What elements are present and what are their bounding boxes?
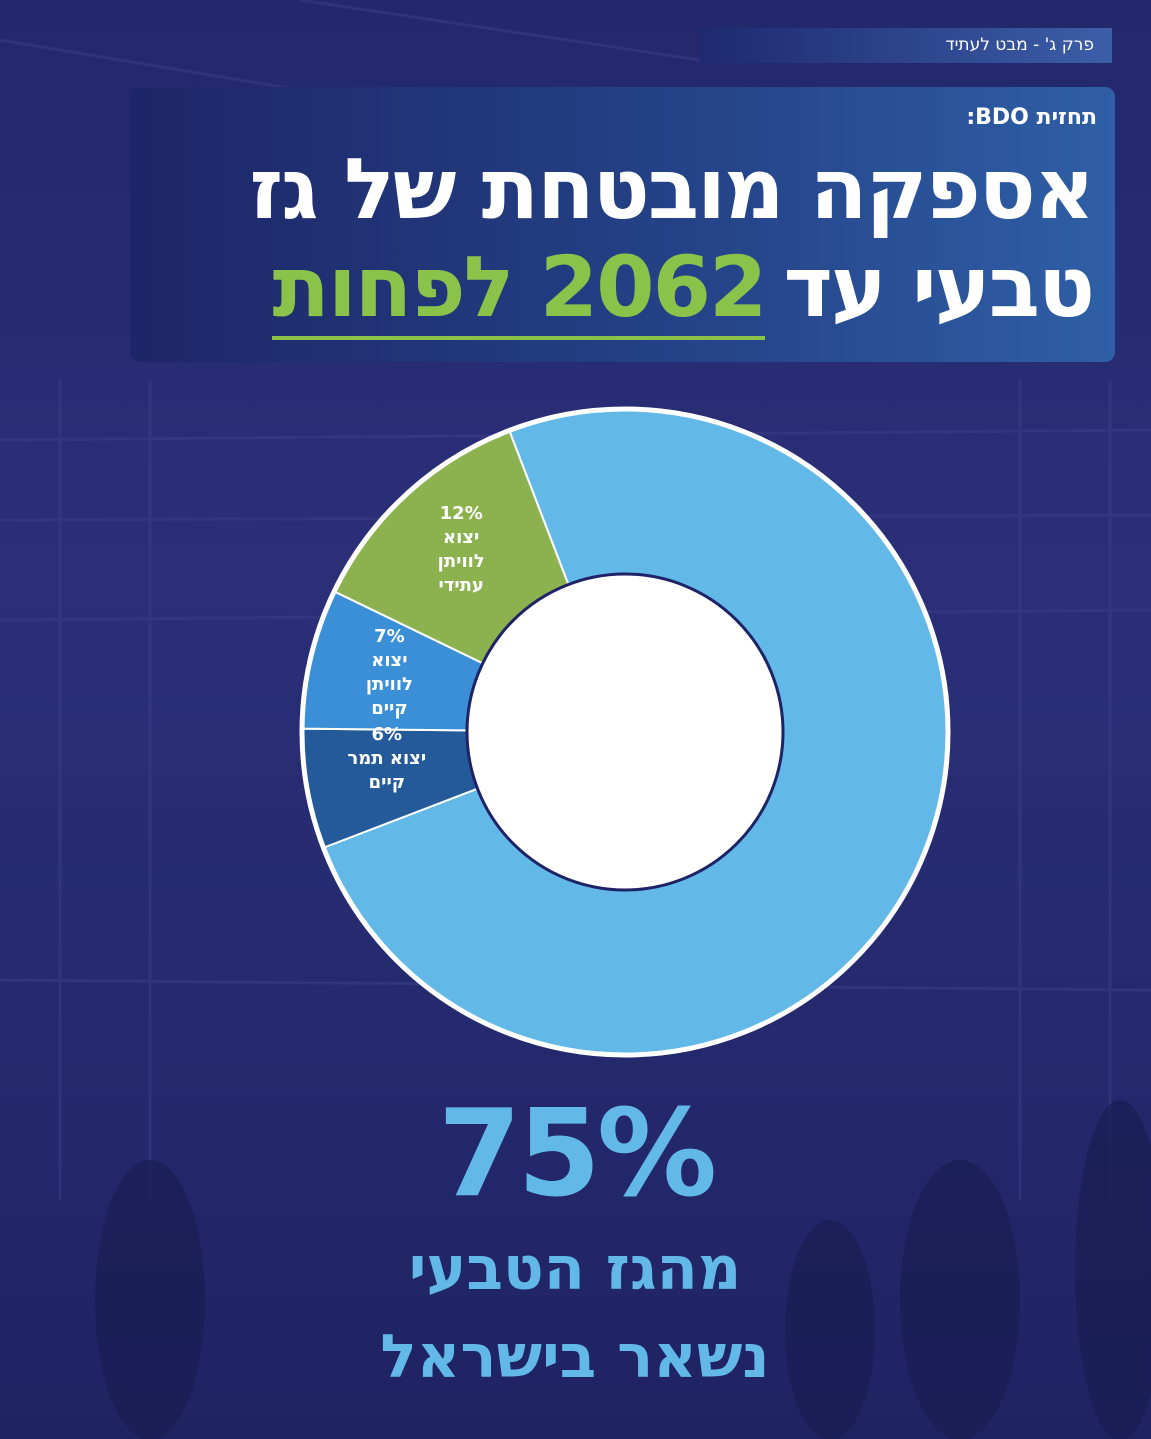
section-label: פרק ג' - מבט לעתיד [700, 28, 1112, 63]
category-label: מהגז הטבעי נשאר בישראל [380, 1234, 770, 1392]
value-label: 7% [374, 625, 405, 647]
donut-hole [465, 572, 785, 892]
title-highlight: 2062 לפחות [272, 238, 767, 340]
value-label: 75% [437, 1085, 717, 1224]
title-line-wrap: טבעי עד2062 לפחות [272, 237, 1095, 340]
value-label: 6% [371, 723, 403, 745]
category-label: יצוא לוויתן קיים [365, 649, 413, 719]
forecast-label: תחזית BDO: [966, 105, 1097, 130]
title-line: טבעי עד [783, 238, 1095, 336]
donut-outline [299, 406, 951, 1058]
title-box: תחזית BDO: אספקה מובטחת של גז טבעי עד206… [130, 87, 1115, 362]
value-label: 12% [439, 502, 483, 524]
title-line: אספקה מובטחת של גז [249, 140, 1095, 238]
category-label: יצוא תמר קיים [347, 747, 427, 793]
category-label: יצוא לוויתן עתידי [437, 526, 485, 596]
